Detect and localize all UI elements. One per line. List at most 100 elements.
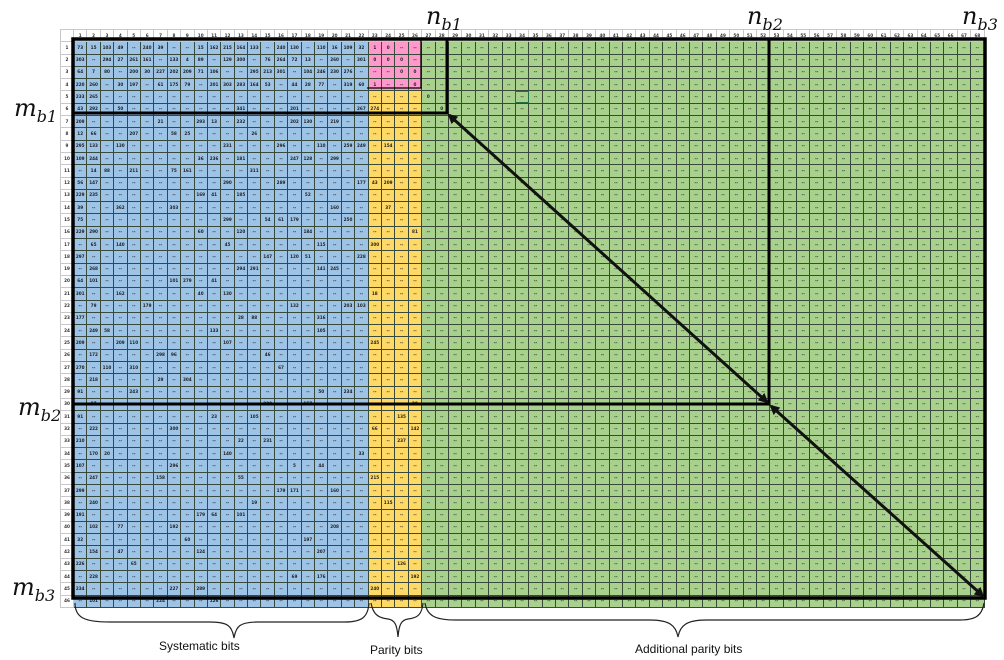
matrix-cell[interactable]: -- [929,373,945,387]
matrix-cell[interactable]: -- [314,213,329,227]
column-header[interactable]: 45 [662,28,677,43]
matrix-cell[interactable]: -- [488,520,503,535]
matrix-cell[interactable]: -- [849,385,865,399]
matrix-cell[interactable]: -- [113,361,128,375]
matrix-cell[interactable]: -- [153,570,168,584]
matrix-cell[interactable]: -- [943,361,958,375]
matrix-cell[interactable]: -- [648,385,664,399]
matrix-cell[interactable]: -- [863,90,878,104]
matrix-cell[interactable]: -- [809,287,824,301]
matrix-cell[interactable]: -- [555,164,570,178]
matrix-cell[interactable]: -- [541,422,557,436]
matrix-cell[interactable]: -- [876,201,891,215]
matrix-cell[interactable]: 12 [72,127,88,141]
matrix-cell[interactable]: -- [327,127,342,141]
matrix-cell[interactable]: 250 [340,213,356,227]
matrix-cell[interactable]: 53 [260,78,275,92]
matrix-cell[interactable]: -- [916,397,932,412]
matrix-cell[interactable]: -- [916,410,932,424]
matrix-cell[interactable]: -- [782,410,798,424]
matrix-cell[interactable]: -- [166,508,182,522]
matrix-cell[interactable]: -- [581,582,597,596]
matrix-cell[interactable]: 71 [193,65,208,80]
matrix-cell[interactable]: -- [514,422,530,436]
matrix-cell[interactable]: -- [340,201,356,215]
matrix-cell[interactable]: -- [849,496,865,510]
matrix-cell[interactable]: 32 [72,533,88,547]
matrix-cell[interactable]: -- [247,545,262,559]
matrix-cell[interactable]: -- [180,385,195,399]
matrix-cell[interactable]: -- [273,520,289,535]
matrix-cell[interactable]: -- [688,447,704,461]
matrix-cell[interactable]: -- [514,250,530,264]
matrix-cell[interactable]: -- [153,139,168,153]
matrix-cell[interactable]: -- [206,483,222,498]
matrix-cell[interactable]: -- [822,225,838,240]
matrix-cell[interactable]: -- [434,262,449,276]
matrix-cell[interactable]: -- [836,151,851,166]
matrix-cell[interactable]: -- [99,336,115,350]
matrix-cell[interactable]: -- [421,250,436,264]
matrix-cell[interactable]: -- [635,225,650,240]
matrix-cell[interactable]: -- [876,164,891,178]
matrix-cell[interactable]: -- [555,434,570,449]
matrix-cell[interactable]: -- [99,299,115,313]
matrix-cell[interactable]: -- [568,459,583,473]
matrix-cell[interactable]: -- [474,545,490,559]
matrix-cell[interactable]: -- [568,422,583,436]
matrix-cell[interactable]: -- [622,201,637,215]
matrix-cell[interactable]: -- [916,471,932,485]
matrix-cell[interactable]: 61 [273,213,289,227]
matrix-cell[interactable]: -- [595,459,610,473]
matrix-cell[interactable]: -- [889,127,905,141]
matrix-cell[interactable]: -- [916,90,932,104]
matrix-cell[interactable]: -- [675,324,690,338]
matrix-cell[interactable]: -- [970,459,985,473]
matrix-cell[interactable]: -- [300,274,316,289]
matrix-cell[interactable]: -- [876,65,891,80]
matrix-cell[interactable]: 299 [327,151,342,166]
matrix-cell[interactable]: -- [327,570,342,584]
matrix-cell[interactable]: -- [247,238,262,252]
matrix-cell[interactable]: -- [809,102,824,117]
matrix-cell[interactable]: -- [421,299,436,313]
row-header[interactable]: 28 [60,373,74,387]
matrix-cell[interactable]: -- [340,274,356,289]
matrix-cell[interactable]: -- [72,348,88,363]
matrix-cell[interactable]: -- [863,274,878,289]
matrix-cell[interactable]: -- [916,336,932,350]
matrix-cell[interactable]: -- [206,459,222,473]
matrix-cell[interactable]: -- [943,422,958,436]
matrix-cell[interactable]: 170 [86,447,101,461]
matrix-cell[interactable]: -- [153,520,168,535]
matrix-cell[interactable]: -- [836,582,851,596]
matrix-cell[interactable]: -- [113,176,128,190]
matrix-cell[interactable]: -- [769,483,784,498]
matrix-cell[interactable]: -- [568,447,583,461]
matrix-cell[interactable]: -- [220,373,235,387]
matrix-cell[interactable]: -- [220,410,235,424]
matrix-cell[interactable]: -- [407,410,423,424]
column-header[interactable]: 40 [595,28,610,43]
matrix-cell[interactable]: -- [929,594,945,608]
matrix-cell[interactable]: -- [956,65,972,80]
matrix-cell[interactable]: -- [809,324,824,338]
matrix-cell[interactable]: -- [461,213,476,227]
matrix-cell[interactable]: 301 [273,65,289,80]
matrix-cell[interactable]: -- [461,397,476,412]
matrix-cell[interactable]: 103 [354,299,369,313]
matrix-cell[interactable]: -- [715,594,731,608]
matrix-cell[interactable]: -- [380,533,396,547]
matrix-cell[interactable]: -- [514,262,530,276]
matrix-cell[interactable]: -- [755,311,771,326]
matrix-cell[interactable]: -- [247,471,262,485]
matrix-cell[interactable]: -- [662,533,677,547]
matrix-cell[interactable]: 128 [300,151,316,166]
matrix-cell[interactable]: 209 [180,65,195,80]
matrix-cell[interactable]: -- [675,53,690,67]
matrix-cell[interactable]: -- [635,164,650,178]
matrix-cell[interactable]: -- [514,533,530,547]
matrix-cell[interactable]: -- [796,447,811,461]
matrix-cell[interactable]: 203 [340,299,356,313]
matrix-cell[interactable]: -- [769,434,784,449]
